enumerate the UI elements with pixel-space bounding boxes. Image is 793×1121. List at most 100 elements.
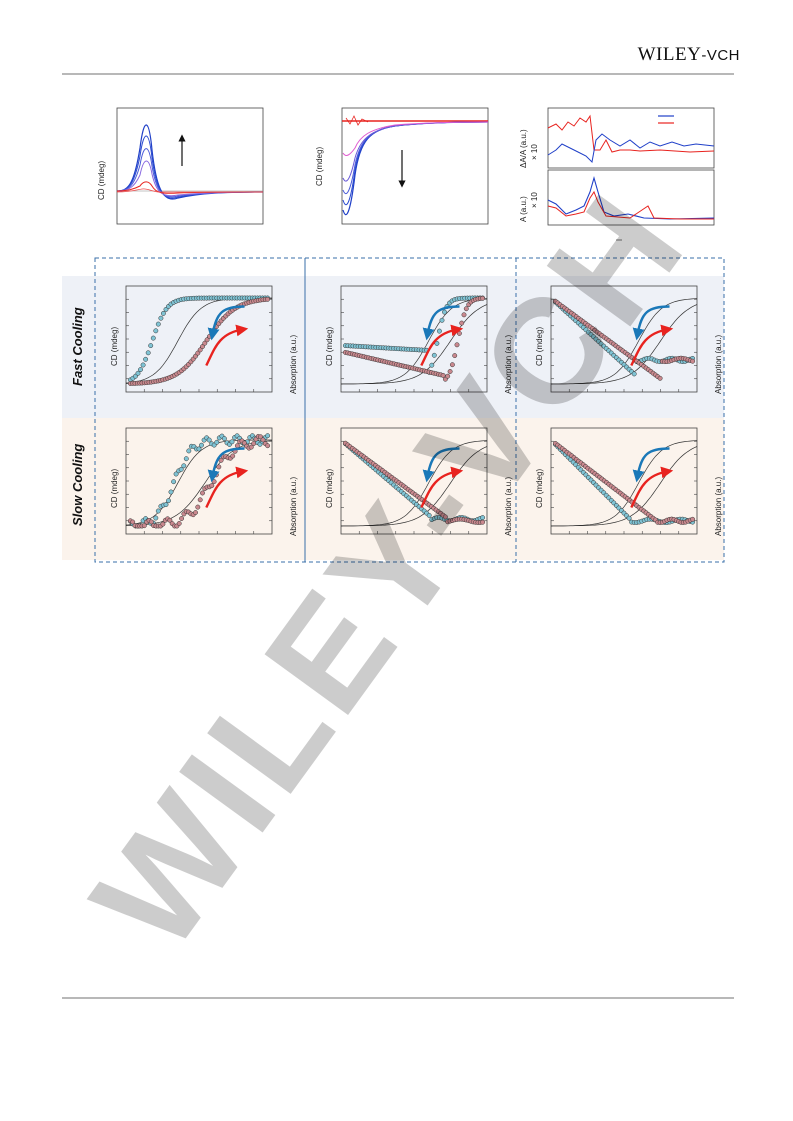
cooling-marker <box>439 317 445 323</box>
grid-ylabel-left: CD (mdeg) <box>110 469 119 508</box>
grid-ylabel-left: CD (mdeg) <box>325 469 334 508</box>
heating-marker <box>452 353 458 359</box>
cooling-marker <box>140 362 146 368</box>
grid-plot-r1-c3: CD (mdeg) Absorption (a.u.) <box>535 285 723 394</box>
cooling-marker <box>265 433 271 439</box>
grid-plot-r2-c1: CD (mdeg) Absorption (a.u.) <box>110 427 298 536</box>
heating-marker <box>251 441 257 446</box>
heating-marker <box>690 358 696 364</box>
cooling-marker <box>153 328 159 334</box>
cooling-marker <box>436 328 442 334</box>
heating-marker <box>213 472 219 478</box>
heating-marker <box>130 519 136 525</box>
cooling-marker <box>221 436 227 442</box>
heating-marker <box>248 444 254 450</box>
cooling-marker <box>229 439 235 445</box>
grid-frame <box>94 257 725 563</box>
heating-marker <box>480 519 486 525</box>
cooling-marker <box>145 350 151 356</box>
heating-marker <box>179 516 185 521</box>
grid-plot-r2-c3: CD (mdeg) Absorption (a.u.) <box>535 427 723 536</box>
grid-panels: CD (mdeg) Absorption (a.u.) CD (mdeg) Absor… <box>110 285 723 536</box>
heating-marker <box>447 369 453 374</box>
cooling-marker <box>166 498 171 504</box>
grid-plot-r1-c1: CD (mdeg) Absorption (a.u.) <box>110 285 298 394</box>
cooling-marker <box>153 515 159 521</box>
cooling-marker <box>163 502 169 508</box>
panel-b: CD (mdeg) <box>315 107 489 225</box>
heating-marker <box>195 350 201 356</box>
grid-ylabel-left: CD (mdeg) <box>535 327 544 366</box>
cooling-marker <box>426 512 432 518</box>
cooling-marker <box>138 367 143 373</box>
panel-c-mult-top: × 10 <box>530 144 539 160</box>
heating-marker <box>211 479 217 485</box>
cooling-marker <box>158 315 164 321</box>
heating-marker <box>209 483 215 489</box>
panel-c-mult-bottom: × 10 <box>530 192 539 208</box>
heating-marker <box>657 375 663 381</box>
heating-marker <box>195 504 201 510</box>
cooling-marker <box>173 471 179 477</box>
grid-plot-r1-c2: CD (mdeg) Absorption (a.u.) <box>325 285 513 394</box>
heating-marker <box>265 443 271 449</box>
grid-plot-r2-c2: CD (mdeg) Absorption (a.u.) <box>325 427 513 536</box>
panel-c-ylabel-bottom: A (a.u.) <box>519 196 528 222</box>
heating-marker <box>449 362 455 368</box>
heating-marker <box>167 517 173 523</box>
panel-b-ylabel: CD (mdeg) <box>315 147 324 186</box>
grid-ylabel-right: Absorption (a.u.) <box>289 335 298 394</box>
cooling-marker <box>199 442 204 448</box>
heating-marker <box>160 521 166 527</box>
heating-marker <box>200 490 205 496</box>
heating-marker <box>234 443 240 449</box>
heating-marker <box>193 510 198 516</box>
heating-marker <box>461 312 467 318</box>
heating-marker <box>148 519 154 525</box>
panel-a: CD (mdeg) <box>97 107 264 225</box>
cooling-marker <box>206 437 212 443</box>
panel-c-ylabel-top: ΔA/A (a.u.) <box>519 129 528 168</box>
heating-marker <box>260 437 266 443</box>
cooling-marker <box>186 448 192 454</box>
heating-marker <box>463 306 469 312</box>
heating-marker <box>200 344 205 350</box>
cooling-marker <box>178 466 184 472</box>
publisher-logo: WILEY-VCH <box>637 44 740 65</box>
cooling-marker <box>196 446 202 452</box>
heating-marker <box>230 453 236 459</box>
cooling-marker <box>148 343 154 349</box>
cooling-marker <box>631 371 637 377</box>
heating-marker <box>176 521 182 526</box>
heating-marker <box>218 457 224 463</box>
heating-marker <box>265 296 271 302</box>
row-label-fast: Fast Cooling <box>70 307 85 386</box>
heating-marker <box>141 523 147 529</box>
heating-marker <box>202 340 208 346</box>
heating-marker <box>442 514 448 520</box>
footer-rule <box>62 997 734 999</box>
grid-ylabel-right: Absorption (a.u.) <box>714 335 723 394</box>
cooling-marker <box>135 370 141 376</box>
grid-ylabel-left: CD (mdeg) <box>325 327 334 366</box>
panel-a-ylabel: CD (mdeg) <box>97 161 106 200</box>
cooling-marker <box>181 463 187 469</box>
panel-c: ΔA/A (a.u.) × 10 A (a.u.) × 10 <box>519 107 715 241</box>
cooling-marker <box>434 340 440 346</box>
grid-ylabel-right: Absorption (a.u.) <box>289 477 298 536</box>
cooling-marker <box>160 310 166 316</box>
grid-ylabel-right: Absorption (a.u.) <box>504 477 513 536</box>
cooling-marker <box>155 508 161 514</box>
cooling-marker <box>150 335 156 341</box>
cooling-marker <box>155 321 161 327</box>
cooling-marker <box>143 356 149 362</box>
heating-marker <box>440 372 446 378</box>
cooling-marker <box>429 362 435 368</box>
grid-ylabel-right: Absorption (a.u.) <box>504 335 513 394</box>
row-label-slow: Slow Cooling <box>70 444 85 526</box>
cooling-marker <box>431 352 437 358</box>
heating-marker <box>445 373 451 379</box>
cooling-marker <box>626 515 632 521</box>
heating-marker <box>690 516 696 522</box>
